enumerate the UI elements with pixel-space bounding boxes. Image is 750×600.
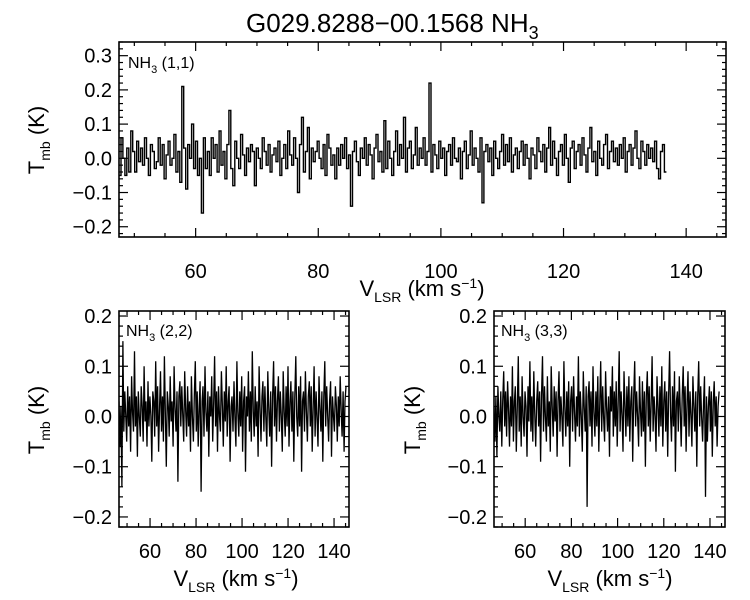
x-tick-label: 60 <box>185 261 207 283</box>
x-tick-label: 120 <box>271 541 304 563</box>
x-tick-label: 60 <box>514 541 536 563</box>
x-tick-label: 120 <box>547 261 580 283</box>
y-tick-label: −0.2 <box>448 507 487 529</box>
y-tick-label: 0.1 <box>84 356 112 378</box>
x-tick-label: 80 <box>307 261 329 283</box>
x-tick-label: 80 <box>560 541 582 563</box>
panel-label: NH3 (3,3) <box>501 323 568 344</box>
y-tick-label: −0.2 <box>73 217 112 239</box>
figure-title: G029.8288−00.1568 NH3 <box>246 8 539 43</box>
plot-frame <box>118 310 350 528</box>
y-tick-label: 0.1 <box>459 356 487 378</box>
x-tick-label: 100 <box>225 541 258 563</box>
x-tick-label: 140 <box>669 261 702 283</box>
x-tick-label: 140 <box>317 541 350 563</box>
x-tick-label: 140 <box>693 541 726 563</box>
plot-frame <box>118 41 727 238</box>
spectrum-line-bottom-left <box>119 341 347 492</box>
spectrum-line-top <box>119 82 667 214</box>
y-tick-label: 0.2 <box>84 80 112 102</box>
panel-bottom-left: 60 80 100 120 140 −0.2 −0.1 0.0 0.1 0.2 NH3 (2,2) V… <box>24 306 351 595</box>
y-tick-label: −0.1 <box>73 183 112 205</box>
x-axis-label: VLSR (km s−1) <box>547 565 672 595</box>
y-tick-label: 0.1 <box>84 114 112 136</box>
y-axis-label: Tmb (K) <box>24 106 53 174</box>
x-tick-label: 120 <box>647 541 680 563</box>
y-tick-label: −0.1 <box>448 457 487 479</box>
plot-frame <box>493 310 726 528</box>
panel-label: NH3 (1,1) <box>128 55 195 76</box>
y-tick-label: 0.0 <box>84 406 112 428</box>
y-tick-label: 0.2 <box>84 306 112 328</box>
y-axis-label: Tmb (K) <box>24 386 53 454</box>
spectrum-line-bottom-right <box>494 351 720 507</box>
panel-label: NH3 (2,2) <box>126 323 193 344</box>
y-tick-label: −0.2 <box>73 507 112 529</box>
y-tick-label: 0.2 <box>459 306 487 328</box>
y-tick-label: 0.0 <box>459 406 487 428</box>
x-tick-label: 80 <box>185 541 207 563</box>
x-axis-label: VLSR (km s−1) <box>173 565 298 595</box>
panel-bottom-right: 60 80 100 120 140 −0.2 −0.1 0.0 0.1 0.2 NH3 (3,3) V… <box>400 306 727 595</box>
x-tick-label: 100 <box>424 261 457 283</box>
x-tick-label: 60 <box>139 541 161 563</box>
panel-top: 60 80 100 120 140 −0.2 −0.1 0.0 0.1 0.2 0.3 NH3 (1,… <box>24 41 727 305</box>
y-tick-label: 0.3 <box>84 46 112 68</box>
y-tick-label: −0.1 <box>73 457 112 479</box>
y-axis-label: Tmb (K) <box>400 386 429 454</box>
x-tick-label: 100 <box>601 541 634 563</box>
x-axis-label: VLSR (km s−1) <box>359 275 484 305</box>
y-tick-label: 0.0 <box>84 148 112 170</box>
